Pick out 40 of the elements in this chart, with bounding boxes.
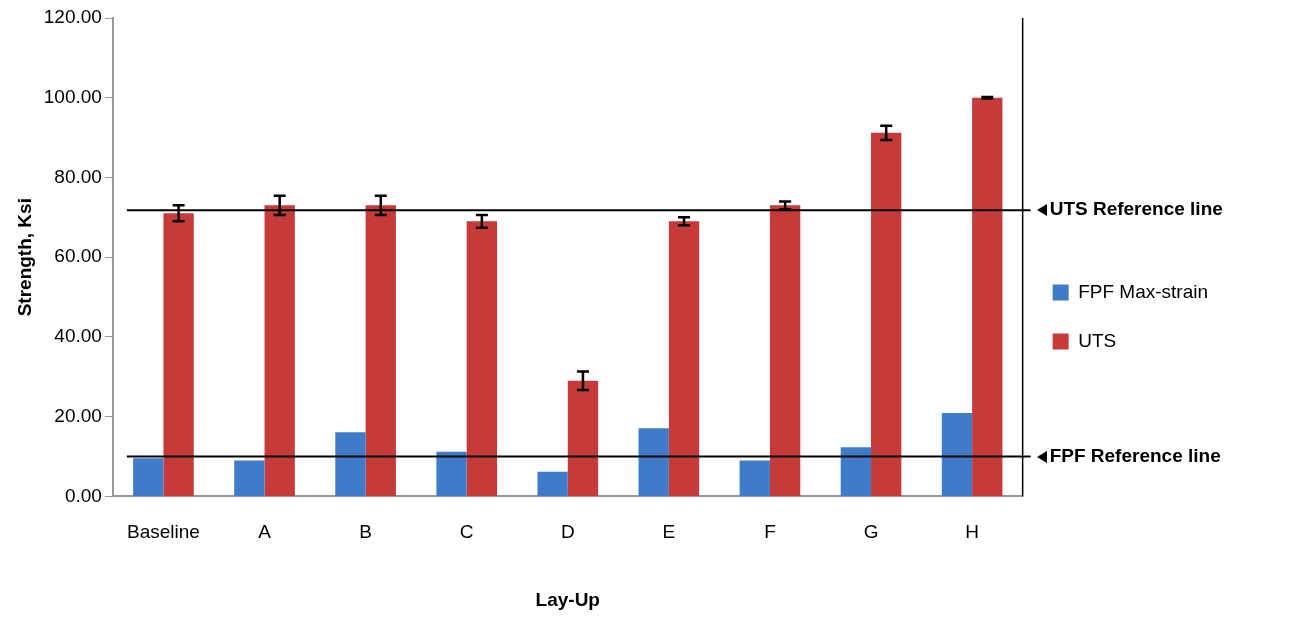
y-tick-label: 60.00	[54, 245, 102, 267]
ref-line-label: UTS Reference line	[1049, 198, 1223, 220]
x-axis-title: Lay-Up	[535, 588, 600, 610]
y-tick-label: 80.00	[54, 165, 102, 187]
x-tick-label: H	[965, 521, 979, 543]
x-tick-label: F	[764, 521, 776, 543]
x-tick-label: Baseline	[127, 521, 200, 543]
bar	[871, 132, 902, 496]
bar	[335, 432, 366, 496]
bar	[567, 380, 599, 496]
bar	[769, 205, 801, 496]
bar	[264, 205, 295, 496]
x-tick-label: E	[662, 521, 676, 543]
legend-label: UTS	[1078, 329, 1117, 351]
ref-line-label: FPF Reference line	[1049, 444, 1221, 466]
y-tick-label: 20.00	[54, 404, 102, 426]
y-tick-label: 0.00	[64, 484, 102, 506]
bar	[668, 221, 700, 496]
x-tick-label: A	[258, 521, 272, 543]
x-tick-label: B	[359, 521, 372, 543]
bar	[133, 458, 164, 496]
bar	[941, 413, 973, 496]
legend-label: FPF Max-strain	[1078, 280, 1209, 302]
x-tick-label: D	[560, 521, 575, 543]
bar	[365, 205, 396, 496]
bar	[436, 451, 467, 496]
y-axis-title: Strength, Ksi	[13, 198, 35, 317]
bar	[163, 213, 194, 496]
bar	[466, 221, 498, 496]
x-tick-label: C	[459, 521, 474, 543]
y-tick-label: 40.00	[54, 325, 102, 347]
bar	[840, 447, 872, 496]
bar	[234, 460, 265, 496]
bar	[972, 97, 1003, 496]
bar	[638, 428, 669, 496]
y-tick-label: 120.00	[43, 6, 102, 28]
y-tick-label: 100.00	[43, 85, 102, 107]
bar	[739, 460, 770, 496]
bar	[537, 471, 568, 496]
x-tick-label: G	[863, 521, 879, 543]
